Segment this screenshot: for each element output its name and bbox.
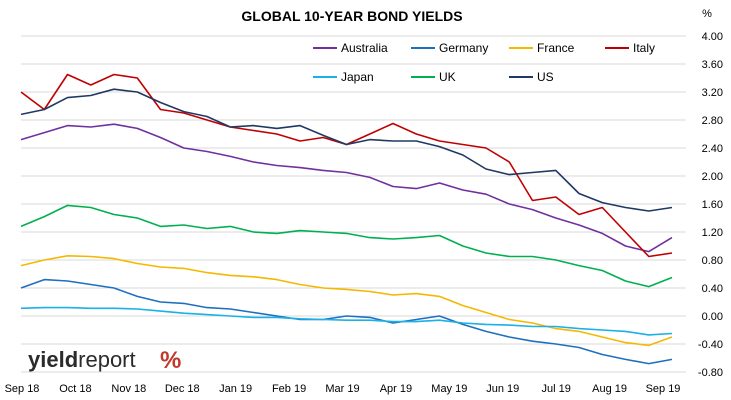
y-tick-label: 2.40 <box>702 143 723 155</box>
y-tick-label: 0.40 <box>702 283 723 295</box>
x-tick-label: May 19 <box>431 383 467 395</box>
chart-title: GLOBAL 10-YEAR BOND YIELDS <box>241 8 462 24</box>
legend-label-japan: Japan <box>341 70 374 84</box>
legend-label-australia: Australia <box>341 41 388 55</box>
x-axis-ticks: Sep 18 Oct 18 Nov 18 Dec 18 Jan 19 Feb 19 Mar … <box>5 383 681 395</box>
series-line-france <box>20 255 673 347</box>
series-line-australia <box>20 123 673 253</box>
y-tick-label: 3.20 <box>702 87 723 99</box>
y-tick-label: -0.40 <box>698 339 723 351</box>
y-tick-label: 3.60 <box>702 59 723 71</box>
x-tick-label: Sep 18 <box>5 383 40 395</box>
yieldreport-logo: yieldreport % <box>28 347 181 374</box>
x-tick-label: Jul 19 <box>541 383 570 395</box>
y-tick-label: 1.20 <box>702 227 723 239</box>
series-line-us <box>20 88 673 212</box>
x-tick-label: Apr 19 <box>380 383 412 395</box>
x-tick-label: Jan 19 <box>219 383 252 395</box>
x-tick-label: Nov 18 <box>111 383 146 395</box>
y-tick-label: 2.00 <box>702 171 723 183</box>
legend-label-us: US <box>537 70 554 84</box>
series-line-japan <box>20 306 673 336</box>
x-tick-label: Aug 19 <box>592 383 627 395</box>
series-line-germany <box>20 278 673 365</box>
y-tick-label: 2.80 <box>702 115 723 127</box>
logo-text-report: report <box>78 347 135 372</box>
x-tick-label: Jun 19 <box>486 383 519 395</box>
y-tick-label: 0.80 <box>702 255 723 267</box>
gridlines <box>21 35 686 373</box>
legend-label-france: France <box>537 41 575 55</box>
y-tick-label: -0.80 <box>698 367 723 379</box>
legend-label-italy: Italy <box>633 41 655 55</box>
legend-label-uk: UK <box>439 70 456 84</box>
y-tick-label: 0.00 <box>702 311 723 323</box>
y-axis-unit: % <box>702 8 712 20</box>
series-lines <box>20 73 673 365</box>
legend-label-germany: Germany <box>439 41 488 55</box>
y-tick-label: 4.00 <box>702 31 723 43</box>
y-axis-ticks: 4.00 3.60 3.20 2.80 2.40 2.00 1.60 1.20 0.80 0.40… <box>698 31 723 379</box>
x-tick-label: Mar 19 <box>325 383 359 395</box>
logo-text-yield: yield <box>28 347 78 372</box>
svg-text:yieldreport: yieldreport <box>28 347 136 372</box>
y-tick-label: 1.60 <box>702 199 723 211</box>
series-line-uk <box>20 204 673 288</box>
logo-percent-symbol: % <box>160 347 181 374</box>
x-tick-label: Feb 19 <box>272 383 306 395</box>
series-line-italy <box>20 73 673 258</box>
x-tick-label: Dec 18 <box>165 383 200 395</box>
legend: Australia Germany France Italy Japan UK US <box>313 41 655 84</box>
x-tick-label: Oct 18 <box>59 383 91 395</box>
x-tick-label: Sep 19 <box>646 383 681 395</box>
